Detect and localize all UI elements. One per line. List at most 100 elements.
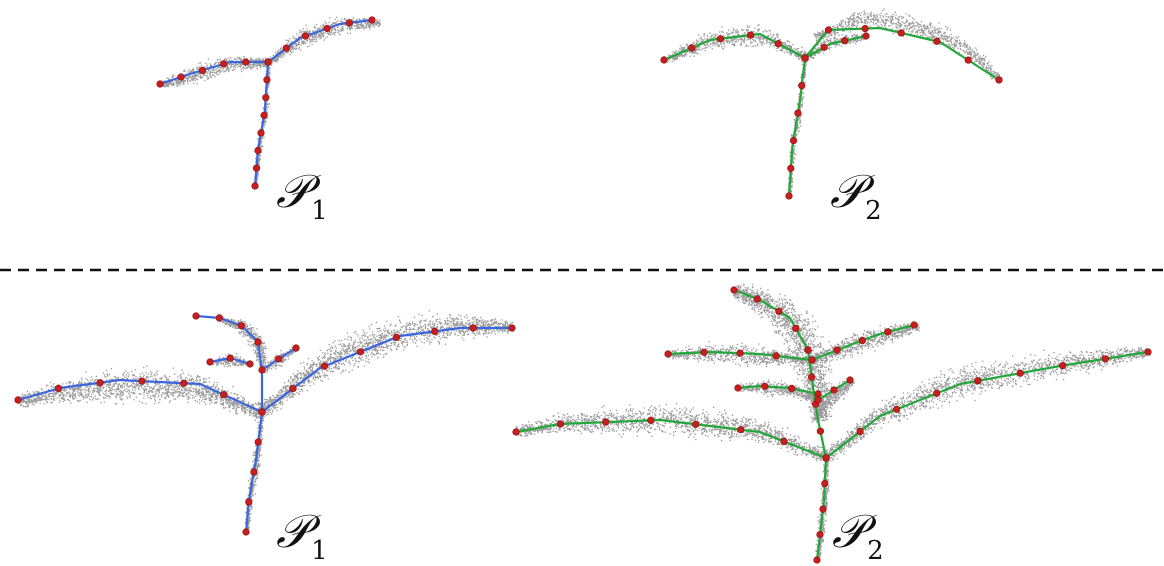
tr-stem-node bbox=[786, 193, 793, 200]
tl-leaf-left-node bbox=[199, 67, 206, 74]
bl-stem-node bbox=[255, 439, 262, 446]
bl-leaf-right-node bbox=[357, 349, 364, 356]
br-mid-right-node bbox=[831, 387, 838, 394]
br-upper-left-node bbox=[665, 351, 672, 358]
br-upper-right-node bbox=[859, 337, 866, 344]
br-upper-left-node bbox=[737, 350, 744, 357]
tr-leaf-mid-node bbox=[802, 55, 809, 62]
bl-upper-stem-node bbox=[259, 409, 266, 416]
tl-stem-node bbox=[255, 147, 262, 154]
bl-small-left-node bbox=[227, 355, 234, 362]
tr-leaf-left-node bbox=[775, 40, 782, 47]
bl-small-right-node bbox=[293, 345, 300, 352]
tl-leaf-right-node bbox=[302, 33, 309, 40]
point-clouds bbox=[17, 8, 1150, 562]
br-top-node bbox=[805, 347, 812, 354]
tr-leaf-left-node bbox=[661, 57, 668, 64]
bl-leaf-right-node bbox=[393, 334, 400, 341]
br-leaf-left-node bbox=[602, 419, 609, 426]
tr-leaf-mid-node bbox=[863, 33, 870, 40]
cloud-tr-leaf-right bbox=[813, 8, 1002, 82]
tr-stem-node bbox=[790, 137, 797, 144]
br-top-node bbox=[731, 287, 738, 294]
tr-leaf-right-node bbox=[934, 38, 941, 45]
br-upper-left-node bbox=[809, 357, 816, 364]
bl-top-branch-node bbox=[238, 322, 245, 329]
tr-leaf-left-node bbox=[689, 45, 696, 52]
cloud-br-upper-right bbox=[811, 323, 920, 365]
tl-stem-node bbox=[264, 77, 271, 84]
br-leaf-right-node bbox=[857, 428, 864, 435]
bl-top-branch-node bbox=[193, 313, 200, 320]
tl-leaf-left-node bbox=[220, 61, 227, 68]
label-p2-bottom: 𝒫2 bbox=[832, 508, 884, 564]
br-stem-node bbox=[820, 506, 827, 513]
br-leaf-right-node bbox=[1145, 349, 1152, 356]
tl-leaf-right-node bbox=[369, 17, 376, 24]
bl-stem-node bbox=[251, 469, 258, 476]
bl-small-left-node bbox=[247, 361, 254, 368]
br-mid-right-node bbox=[847, 377, 854, 384]
br-leaf-right-node bbox=[1102, 356, 1109, 363]
br-main-upper-node bbox=[817, 428, 824, 435]
br-leaf-right-node bbox=[975, 378, 982, 385]
tr-stem-node bbox=[795, 110, 802, 117]
tr-leaf-left-node bbox=[717, 36, 724, 43]
bl-leaf-right-node bbox=[321, 363, 328, 370]
tl-stem-node bbox=[263, 94, 270, 101]
skeleton-lines bbox=[18, 20, 1148, 560]
bl-top-branch-node bbox=[216, 315, 223, 322]
label-p1-bottom: 𝒫1 bbox=[276, 508, 328, 564]
br-top-node bbox=[754, 296, 761, 303]
br-upper-right-node bbox=[885, 329, 892, 336]
tr-leaf-left-node bbox=[747, 32, 754, 39]
bl-leaf-left-node bbox=[55, 385, 62, 392]
br-mid-left-node bbox=[762, 383, 769, 390]
br-top-node bbox=[793, 325, 800, 332]
cloud-tl-leaf-right bbox=[266, 17, 381, 66]
bl-top-branch-node bbox=[255, 339, 262, 346]
tl-stem-node bbox=[258, 130, 265, 137]
bl-leaf-left-node bbox=[139, 378, 146, 385]
br-main-upper-node bbox=[823, 455, 830, 462]
label-p1-top: 𝒫1 bbox=[276, 168, 328, 224]
bl-leaf-right-line bbox=[262, 328, 512, 412]
bl-leaf-right-node bbox=[509, 325, 516, 332]
tl-leaf-right-node bbox=[346, 20, 353, 27]
br-leaf-left-node bbox=[648, 417, 655, 424]
tl-stem-node bbox=[253, 165, 260, 172]
br-main-upper-node bbox=[808, 374, 815, 381]
br-upper-left-node bbox=[773, 353, 780, 360]
br-stem-node bbox=[822, 480, 829, 487]
br-mid-left-node bbox=[735, 385, 742, 392]
tr-leaf-mid-node bbox=[821, 44, 828, 51]
br-mid-left-node bbox=[788, 385, 795, 392]
tl-stem-node bbox=[261, 112, 268, 119]
br-upper-right-node bbox=[834, 347, 841, 354]
tl-stem-node bbox=[252, 183, 259, 190]
bl-leaf-right-node bbox=[431, 328, 438, 335]
label-p2-top: 𝒫2 bbox=[830, 168, 882, 224]
br-leaf-left-node bbox=[557, 421, 564, 428]
tl-leaf-left-node bbox=[178, 74, 185, 81]
br-leaf-left-node bbox=[737, 426, 744, 433]
tr-leaf-mid-node bbox=[841, 37, 848, 44]
tr-leaf-right-node bbox=[862, 25, 869, 32]
br-upper-left-node bbox=[701, 349, 708, 356]
br-leaf-right-node bbox=[1060, 362, 1067, 369]
br-leaf-right-line bbox=[826, 352, 1148, 458]
bl-small-left-node bbox=[207, 359, 214, 366]
bl-stem-node bbox=[243, 529, 250, 536]
cloud-br-leaf-left bbox=[515, 403, 828, 466]
br-mid-right-node bbox=[815, 397, 822, 404]
cloud-br-leaf-right bbox=[823, 347, 1151, 461]
br-leaf-left-node bbox=[693, 421, 700, 428]
bl-upper-stem-line bbox=[258, 342, 262, 412]
bl-leaf-left-node bbox=[181, 380, 188, 387]
tl-leaf-right-node bbox=[265, 59, 272, 66]
br-leaf-right-node bbox=[893, 406, 900, 413]
tr-leaf-right-node bbox=[898, 30, 905, 37]
cloud-tr-leaf-left bbox=[664, 24, 808, 62]
br-leaf-left-node bbox=[513, 429, 520, 436]
